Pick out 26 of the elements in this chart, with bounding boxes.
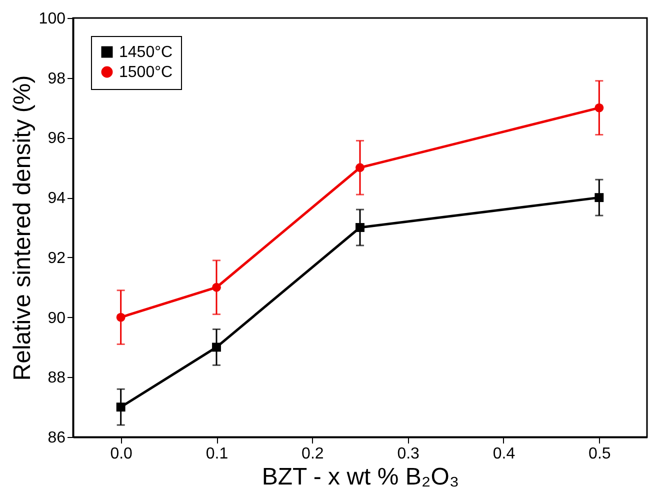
point — [116, 312, 126, 322]
point — [594, 103, 604, 112]
point — [116, 402, 126, 412]
x-tick-label: 0.2 — [302, 446, 324, 462]
point — [212, 342, 221, 352]
y-tick-label: 88 — [48, 370, 66, 387]
y-tick-label: 94 — [48, 190, 66, 208]
point — [356, 163, 364, 172]
y-tick-label: 86 — [48, 430, 66, 446]
x-tick-label: 0.1 — [206, 446, 228, 462]
x-axis-title: BZT - x wt % B₂O₃ — [262, 464, 460, 490]
y-tick-label: 96 — [48, 130, 66, 148]
x-tick-label: 0.5 — [588, 446, 611, 462]
y-tick-label: 100 — [38, 10, 66, 28]
y-tick-label: 98 — [48, 70, 66, 88]
legend-label: 1450°C — [119, 44, 173, 61]
x-tick-label: 0.0 — [110, 446, 133, 462]
y-axis-title: Relative sintered density (%) — [8, 75, 36, 381]
point — [212, 282, 221, 292]
x-tick-label: 0.4 — [492, 446, 516, 462]
legend-label: 1500°C — [119, 64, 173, 81]
point — [356, 223, 364, 232]
point — [594, 193, 604, 202]
x-tick-label: 0.3 — [397, 446, 420, 462]
y-tick-label: 90 — [48, 310, 66, 327]
y-tick-label: 92 — [48, 250, 66, 267]
